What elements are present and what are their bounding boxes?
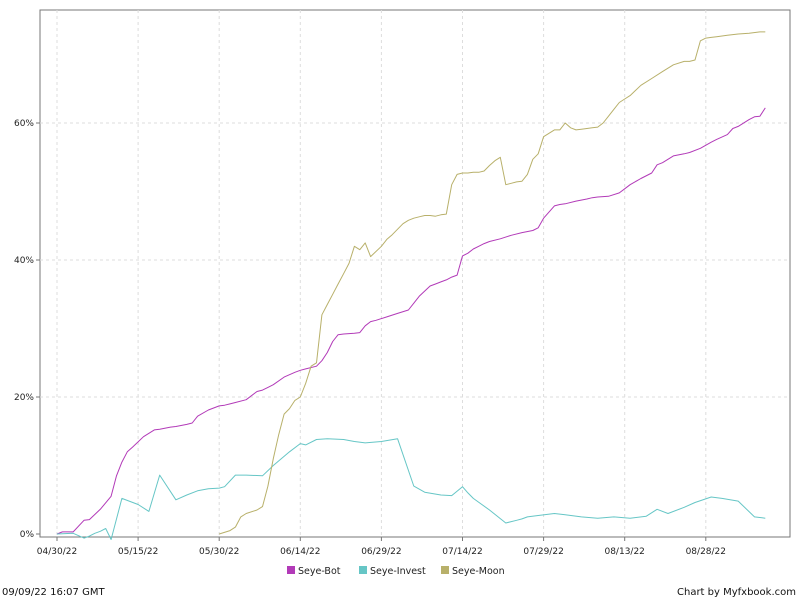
legend-swatch-seye-bot (287, 566, 295, 574)
timestamp: 09/09/22 16:07 GMT (2, 587, 105, 598)
y-tick-label: 20% (14, 393, 34, 403)
x-tick-label: 04/30/22 (37, 547, 77, 557)
grid (40, 10, 790, 537)
legend-swatch-seye-moon (441, 566, 449, 574)
x-tick-label: 08/13/22 (604, 547, 644, 557)
plot-area (39, 9, 791, 538)
x-tick-label: 05/15/22 (118, 547, 158, 557)
series-line-seye-moon (219, 31, 766, 535)
y-tick-label: 0% (20, 530, 35, 540)
x-tick-label: 06/14/22 (280, 547, 320, 557)
chart-credit: Chart by Myfxbook.com (677, 587, 796, 598)
legend: Seye-Bot Seye-Invest Seye-Moon (287, 566, 505, 577)
x-tick-label: 07/14/22 (442, 547, 482, 557)
legend-label-seye-moon: Seye-Moon (452, 566, 505, 577)
y-tick-label: 40% (14, 256, 34, 266)
legend-label-seye-bot: Seye-Bot (298, 566, 341, 577)
series-lines (56, 31, 766, 540)
x-tick-label: 08/28/22 (686, 547, 726, 557)
axes: 0% 20% 40% 60% 04/30/22 05/15/22 05/30/22 06/14… (14, 119, 726, 557)
series-line-seye-bot (56, 107, 766, 535)
x-tick-label: 05/30/22 (199, 547, 239, 557)
x-tick-label: 07/29/22 (523, 547, 563, 557)
y-tick-label: 60% (14, 119, 34, 129)
legend-label-seye-invest: Seye-Invest (370, 566, 426, 577)
x-tick-label: 06/29/22 (361, 547, 401, 557)
series-line-seye-invest (56, 438, 766, 540)
legend-swatch-seye-invest (359, 566, 367, 574)
